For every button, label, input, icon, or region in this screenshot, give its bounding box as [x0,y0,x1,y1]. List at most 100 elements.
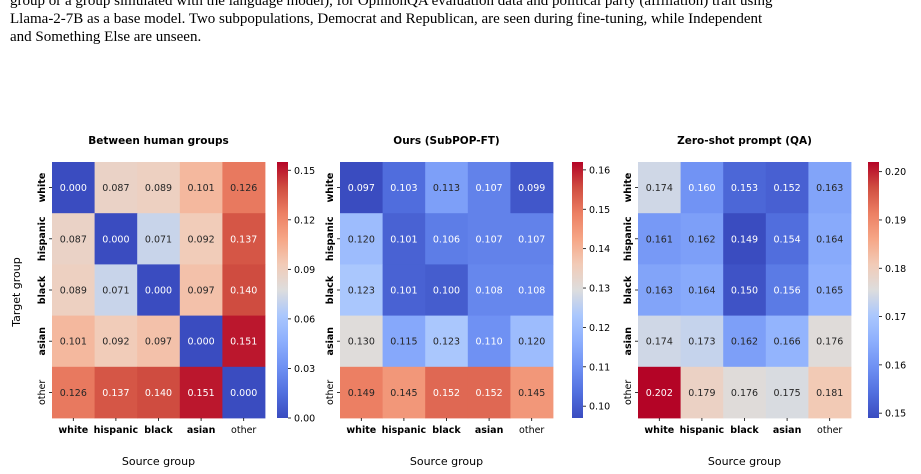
colorbar-tick-label: 0.20 [885,167,906,178]
cell-value-label: 0.137 [102,388,129,399]
heatmap-cell [467,213,511,265]
y-tick-label: other [325,380,336,405]
heatmap-cell [382,366,426,419]
heatmap-cell [808,213,852,265]
heatmap-cell [765,162,809,214]
heatmap-cell [467,315,511,368]
colorbar-tick-label: 0.14 [589,244,610,255]
heatmap-cell [808,264,852,316]
x-tick-label: black [144,425,173,436]
cell-value-label: 0.145 [390,388,417,399]
cell-value-label: 0.000 [60,183,87,194]
heatmap-cell [723,162,767,214]
cell-value-label: 0.092 [102,337,129,348]
cell-value-label: 0.165 [816,286,843,297]
cell-value-label: 0.101 [187,183,214,194]
y-tick-label: white [37,173,48,203]
x-tick-label: hispanic [382,425,427,436]
heatmap-cell [467,162,511,214]
heatmap-cell [680,315,724,368]
heatmap-cell [382,315,426,368]
heatmap-cell [680,162,724,214]
heatmap-cell [808,162,852,214]
heatmap-cell [222,366,266,419]
cell-value-label: 0.161 [646,234,673,245]
x-tick-label: other [519,425,544,436]
heatmap-cell [94,213,138,265]
heatmap-panel-2: Ours (SubPOP-FT) 0.097 0.103 0.113 0.107 0.09… [325,135,610,468]
x-tick-label: asian [773,425,802,436]
panel-title: Ours (SubPOP-FT) [393,135,499,147]
x-axis-label: Source group [410,455,483,468]
cell-value-label: 0.174 [646,183,673,194]
caption-line: Llama-2-7B as a base model. Two subpopul… [10,11,763,27]
heatmap-cell [723,213,767,265]
cell-value-label: 0.181 [816,388,843,399]
heatmap-cell [137,213,181,265]
y-tick-label: other [623,380,634,405]
cell-value-label: 0.202 [646,388,673,399]
colorbar-tick-label: 0.10 [589,402,610,413]
cell-value-label: 0.179 [688,388,715,399]
caption-line: and Something Else are unseen. [10,29,202,45]
cell-value-label: 0.173 [688,337,715,348]
heatmap-cell [765,366,809,419]
colorbar-tick-label: 0.09 [294,265,315,276]
heatmap-cell [638,213,681,265]
heatmap-cell [94,162,138,214]
cell-value-label: 0.101 [390,286,417,297]
y-tick-label: white [623,173,634,203]
colorbar-tick-label: 0.18 [885,264,906,275]
x-tick-label: other [817,425,842,436]
colorbar-tick-label: 0.16 [589,165,610,176]
cell-value-label: 0.126 [230,183,257,194]
heatmap-cell [638,315,681,368]
cell-value-label: 0.176 [731,388,758,399]
heatmap-cell [137,264,181,316]
cell-value-label: 0.164 [816,234,843,245]
heatmap-cell [382,264,426,316]
colorbar [277,162,288,418]
cell-value-label: 0.097 [187,286,214,297]
cell-value-label: 0.087 [102,183,129,194]
heatmap-cell [179,315,223,368]
cell-value-label: 0.000 [187,337,214,348]
colorbar-tick-label: 0.19 [885,215,906,226]
cell-value-label: 0.108 [518,286,545,297]
heatmap-cell [340,366,383,419]
cell-value-label: 0.087 [60,234,87,245]
heatmap-cell [52,264,95,316]
heatmap-cell [808,366,852,419]
colorbar-tick-label: 0.06 [294,314,315,325]
cell-value-label: 0.164 [688,286,715,297]
heatmap-cell [137,366,181,419]
cell-value-label: 0.000 [230,388,257,399]
heatmap-cell [222,315,266,368]
colorbar [868,162,879,418]
heatmap-cell [510,162,554,214]
cell-value-label: 0.107 [518,234,545,245]
x-tick-label: white [58,425,88,436]
cell-value-label: 0.163 [646,286,673,297]
heatmap-cell [382,162,426,214]
heatmap-cell [425,366,469,419]
colorbar-tick-label: 0.03 [294,364,315,375]
heatmap-cell [510,315,554,368]
x-tick-label: asian [187,425,216,436]
heatmap-cell [425,213,469,265]
colorbar-tick-label: 0.15 [294,166,315,177]
heatmap-cell [425,315,469,368]
heatmap-cell [765,213,809,265]
cell-value-label: 0.145 [518,388,545,399]
heatmap-cell [425,162,469,214]
cell-value-label: 0.100 [433,286,460,297]
cell-value-label: 0.152 [475,388,502,399]
heatmap-cell [723,366,767,419]
figure-caption: group or a group simulated with the lang… [10,0,910,46]
cell-value-label: 0.175 [773,388,800,399]
y-tick-label: black [623,275,634,304]
cell-value-label: 0.000 [102,234,129,245]
cell-value-label: 0.123 [348,286,375,297]
panel-title: Between human groups [88,135,228,147]
